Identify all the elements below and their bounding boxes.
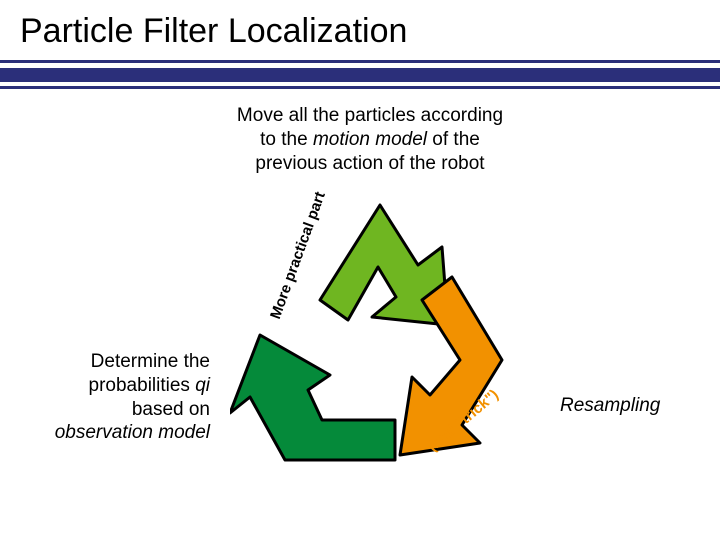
divider-thin — [0, 60, 720, 63]
divider-bottom — [0, 86, 720, 89]
caption-left-l4: observation model — [55, 422, 210, 443]
caption-top: Move all the particles according to the … — [200, 104, 540, 175]
caption-top-l3: previous action of the robot — [255, 153, 484, 174]
caption-left-l2a: probabilities — [89, 375, 196, 396]
page-title: Particle Filter Localization — [20, 12, 407, 51]
recycle-arrow-left — [230, 335, 395, 460]
caption-top-l2b: motion model — [313, 129, 427, 150]
caption-left-l1: Determine the — [91, 351, 210, 372]
recycle-icon — [230, 185, 530, 485]
caption-top-l2a: to the — [260, 129, 313, 150]
caption-left: Determine the probabilities qi based on … — [30, 350, 210, 445]
caption-top-l1: Move all the particles according — [237, 105, 503, 126]
caption-right: Resampling — [560, 395, 660, 417]
caption-left-l2b: qi — [195, 375, 210, 396]
caption-top-l2c: of the — [427, 129, 480, 150]
caption-left-l3: based on — [132, 399, 210, 420]
divider-thick — [0, 68, 720, 82]
slide: Particle Filter Localization Move all th… — [0, 0, 720, 540]
